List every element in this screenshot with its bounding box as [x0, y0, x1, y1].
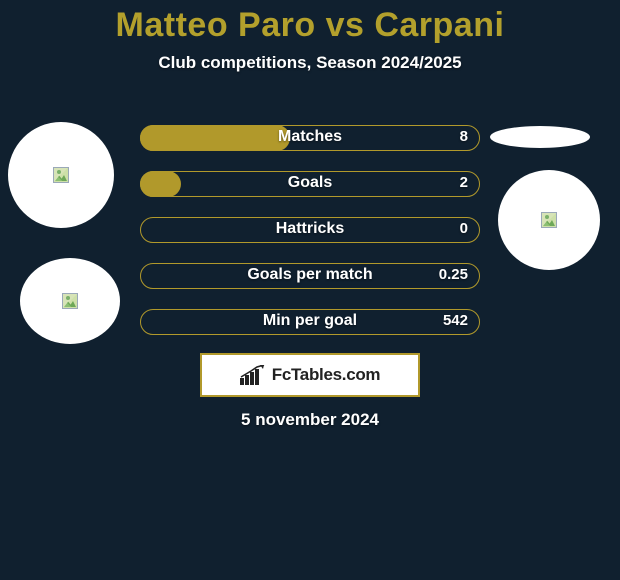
branding-name: FcTables.com: [272, 365, 381, 385]
bar-chart-icon: [240, 365, 266, 385]
stat-row: Goals per match 0.25: [140, 263, 480, 289]
page-title: Matteo Paro vs Carpani: [0, 6, 620, 45]
stat-row: Hattricks 0: [140, 217, 480, 243]
broken-image-icon: [541, 212, 557, 228]
decorative-ellipse: [490, 126, 590, 148]
stat-label: Min per goal: [140, 312, 480, 330]
stat-row: Goals 2: [140, 171, 480, 197]
stats-bars: Matches 8 Goals 2 Hattricks 0 Goals per …: [140, 125, 480, 355]
stat-label: Matches: [140, 128, 480, 146]
content-root: Matteo Paro vs Carpani Club competitions…: [0, 0, 620, 580]
stat-row: Min per goal 542: [140, 309, 480, 335]
footer-date: 5 november 2024: [0, 410, 620, 430]
player-avatar-left-1: [8, 122, 114, 228]
stat-value: 0: [460, 220, 468, 237]
page-subtitle: Club competitions, Season 2024/2025: [0, 53, 620, 73]
stat-label: Goals: [140, 174, 480, 192]
broken-image-icon: [53, 167, 69, 183]
broken-image-icon: [62, 293, 78, 309]
player-avatar-right-1: [498, 170, 600, 270]
stat-value: 8: [460, 128, 468, 145]
stat-label: Hattricks: [140, 220, 480, 238]
stat-value: 2: [460, 174, 468, 191]
stat-value: 542: [443, 312, 468, 329]
stat-row: Matches 8: [140, 125, 480, 151]
stat-label: Goals per match: [140, 266, 480, 284]
stat-value: 0.25: [439, 266, 468, 283]
branding-box[interactable]: FcTables.com: [200, 353, 420, 397]
player-avatar-left-2: [20, 258, 120, 344]
